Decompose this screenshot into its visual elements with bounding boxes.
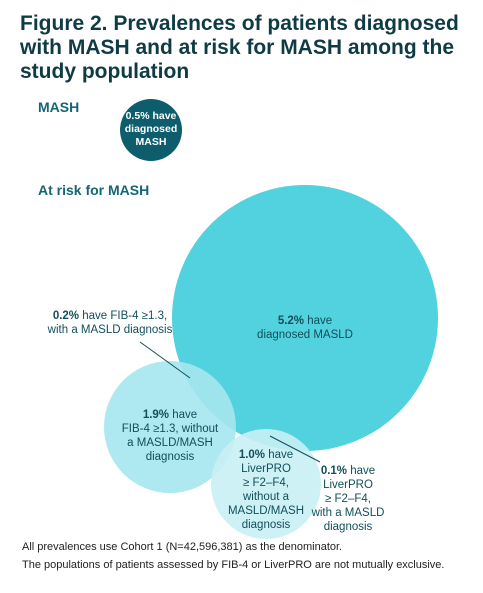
- node-label: 0.2% have FIB-4 ≥1.3, with a MASLD diagno…: [35, 309, 185, 337]
- node-value: 5.2%: [277, 315, 305, 327]
- node-label: 5.2% have diagnosed MASLD: [235, 314, 375, 342]
- label-line: 0.2% have FIB-4 ≥1.3,: [35, 309, 185, 323]
- node-value: 0.2%: [52, 310, 80, 322]
- section-label: MASH: [38, 99, 80, 115]
- node-text: diagnosed: [124, 123, 178, 135]
- label-line: 0.5% have: [111, 110, 191, 123]
- node-label: 1.0% have LiverPRO ≥ F2–F4, without a MASLD/…: [216, 448, 316, 532]
- node-text: ≥ F2–F4,: [243, 477, 289, 489]
- node-text: have: [172, 409, 198, 421]
- fib4-bubble: [104, 361, 236, 493]
- section-label: At risk for MASH: [38, 182, 150, 198]
- node-value: 1.0%: [238, 449, 266, 461]
- node-text: diagnosis: [241, 519, 291, 531]
- node-text: have: [307, 315, 333, 327]
- footnote: All prevalences use Cohort 1 (N=42,596,3…: [22, 541, 343, 553]
- leader-line: [139, 341, 191, 379]
- node-text: a MASLD/MASH: [127, 437, 213, 449]
- node-text: with a MASLD: [311, 507, 385, 519]
- title: Figure 2. Prevalences of patients diagno…: [20, 12, 459, 83]
- label-line: 1.0% have: [216, 448, 316, 462]
- node-text: without a: [242, 491, 290, 503]
- node-text: diagnosis: [323, 521, 373, 533]
- leader-line: [269, 435, 321, 463]
- node-value: 0.5%: [125, 110, 150, 122]
- node-text: diagnosed MASLD: [257, 329, 353, 341]
- label-line: 1.9% have: [100, 408, 240, 422]
- footnote: The populations of patients assessed by …: [22, 559, 445, 571]
- node-text: have: [350, 465, 376, 477]
- node-label: 1.9% have FIB-4 ≥1.3, without a MASLD/MASH…: [100, 408, 240, 464]
- node-text: diagnosis: [145, 451, 195, 463]
- node-text: MASLD/MASH: [227, 505, 305, 517]
- node-text: have: [268, 449, 294, 461]
- label-line: 0.1% have: [298, 464, 398, 478]
- node-text: LiverPRO: [323, 479, 373, 491]
- node-text: have FIB-4 ≥1.3,: [82, 310, 168, 322]
- mash-bubble: [120, 99, 182, 161]
- node-label: 0.1% have LiverPRO ≥ F2–F4, with a MASLD dia…: [298, 464, 398, 534]
- node-text: LiverPRO: [241, 463, 291, 475]
- liverpro-bubble: [211, 429, 321, 539]
- label-line: 5.2% have: [235, 314, 375, 328]
- masld-bubble: [172, 185, 438, 451]
- node-text: with a MASLD diagnosis: [47, 324, 173, 336]
- node-label: 0.5% have diagnosed MASH: [111, 110, 191, 149]
- node-value: 1.9%: [142, 409, 170, 421]
- node-text: ≥ F2–F4,: [325, 493, 371, 505]
- node-text: have: [152, 110, 177, 122]
- node-value: 0.1%: [320, 465, 348, 477]
- node-text: FIB-4 ≥1.3, without: [121, 423, 219, 435]
- node-text: MASH: [135, 136, 167, 148]
